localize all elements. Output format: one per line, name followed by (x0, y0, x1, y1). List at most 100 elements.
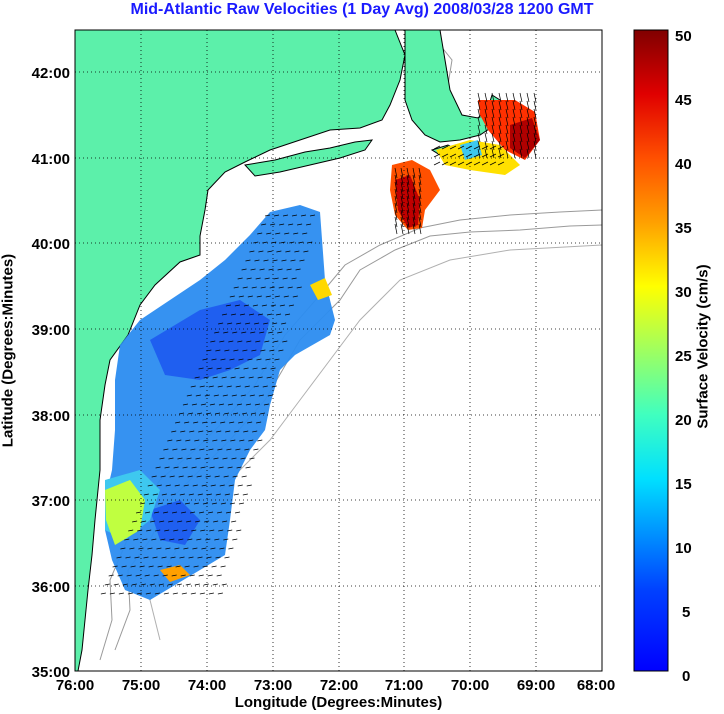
velocity-arrow (161, 556, 167, 559)
velocity-arrow (267, 394, 273, 397)
velocity-arrow (233, 286, 239, 289)
velocity-arrow (526, 132, 530, 143)
velocity-arrow (400, 167, 404, 179)
velocity-arrow (241, 268, 247, 271)
velocity-arrow (512, 132, 516, 143)
velocity-arrow (266, 232, 272, 235)
velocity-arrow (227, 322, 233, 325)
x-tick-label: 73:00 (254, 677, 292, 694)
velocity-arrow (267, 250, 273, 253)
velocity-arrow (418, 195, 422, 207)
velocity-arrow (205, 412, 212, 415)
velocity-arrow (406, 174, 410, 186)
velocity-arrow (418, 188, 422, 200)
velocity-arrow (191, 403, 198, 406)
velocity-arrow (240, 457, 246, 460)
velocity-arrow (196, 475, 202, 478)
velocity-arrow (152, 493, 158, 496)
velocity-arrow (195, 520, 201, 523)
velocity-arrow (187, 475, 193, 478)
velocity-arrow (178, 412, 185, 415)
velocity-arrow (498, 140, 502, 151)
velocity-arrow (104, 583, 110, 586)
velocity-arrow (124, 538, 130, 541)
velocity-arrow (271, 241, 277, 244)
velocity-arrow (189, 430, 195, 433)
velocity-arrow (418, 167, 422, 179)
x-axis-label: Longitude (Degrees:Minutes) (234, 694, 443, 711)
velocity-arrow (156, 547, 162, 550)
velocity-arrow (223, 412, 230, 415)
velocity-arrow (207, 511, 214, 514)
velocity-field-north (510, 118, 540, 158)
velocity-arrow (192, 484, 198, 487)
velocity-arrow (477, 100, 481, 111)
velocity-arrow (131, 583, 137, 586)
velocity-arrow (263, 322, 269, 325)
velocity-arrow (120, 547, 126, 550)
velocity-arrow (457, 161, 465, 166)
velocity-arrow (159, 520, 165, 523)
velocity-arrow (225, 304, 231, 307)
velocity-arrow (297, 223, 303, 226)
velocity-arrow (292, 295, 298, 298)
velocity-arrow (151, 475, 157, 478)
velocity-arrow (145, 592, 151, 595)
velocity-arrow (275, 313, 282, 316)
velocity-arrow (526, 116, 530, 127)
velocity-arrow (246, 484, 252, 487)
velocity-arrow (406, 195, 410, 207)
velocity-arrow (260, 349, 266, 352)
velocity-arrow (181, 592, 187, 595)
velocity-arrow (257, 232, 263, 235)
velocity-arrow (221, 313, 228, 316)
velocity-arrow (149, 583, 155, 586)
velocity-arrow (207, 430, 213, 433)
velocity-arrow (291, 277, 297, 280)
velocity-arrow (285, 250, 291, 253)
velocity-arrow (177, 457, 183, 460)
velocity-arrow (270, 304, 276, 307)
velocity-arrow (533, 108, 537, 119)
velocity-arrow (168, 457, 174, 460)
velocity-arrow (223, 475, 229, 478)
velocity-arrow (283, 295, 289, 298)
colorbar-tick-label: 50 (675, 28, 692, 45)
velocity-arrow (184, 421, 190, 424)
velocity-arrow (400, 216, 404, 228)
velocity-arrow (179, 556, 185, 559)
velocity-arrow (215, 493, 221, 496)
velocity-arrow (274, 358, 280, 361)
velocity-arrow (295, 268, 301, 271)
velocity-arrow (261, 367, 267, 370)
velocity-arrow (473, 153, 481, 158)
velocity-arrow (270, 367, 276, 370)
velocity-arrow (191, 466, 197, 469)
velocity-arrow (412, 181, 416, 193)
velocity-arrow (256, 421, 262, 424)
velocity-arrow (138, 547, 144, 550)
velocity-arrow (394, 181, 398, 193)
velocity-arrow (484, 116, 488, 127)
velocity-arrow (253, 448, 259, 451)
velocity-arrow (303, 250, 309, 253)
velocity-arrow (220, 421, 226, 424)
velocity-arrow (400, 223, 404, 235)
velocity-arrow (227, 403, 234, 406)
velocity-arrow (273, 214, 280, 217)
velocity-arrow (135, 574, 141, 577)
velocity-arrow (259, 268, 265, 271)
velocity-arrow (505, 116, 509, 127)
velocity-arrow (207, 574, 213, 577)
velocity-arrow (491, 108, 495, 119)
velocity-arrow (198, 367, 204, 370)
velocity-arrow (249, 394, 255, 397)
velocity-arrow (210, 484, 216, 487)
colorbar-tick-label: 40 (675, 156, 692, 173)
velocity-arrow (153, 574, 159, 577)
velocity-arrow (288, 304, 294, 307)
velocity-arrow (234, 430, 240, 433)
velocity-arrow (219, 484, 225, 487)
velocity-arrow (481, 161, 489, 166)
